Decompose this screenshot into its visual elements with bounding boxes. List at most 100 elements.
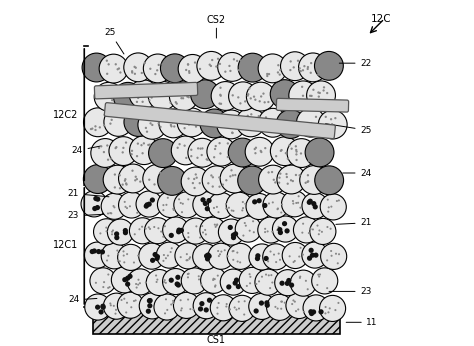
Circle shape bbox=[266, 120, 269, 122]
Circle shape bbox=[178, 54, 207, 83]
Circle shape bbox=[137, 143, 139, 145]
Circle shape bbox=[115, 90, 117, 92]
Circle shape bbox=[115, 63, 117, 65]
Circle shape bbox=[207, 298, 212, 303]
Circle shape bbox=[212, 278, 215, 280]
Circle shape bbox=[209, 64, 211, 66]
Circle shape bbox=[279, 73, 281, 76]
Circle shape bbox=[246, 115, 249, 117]
Circle shape bbox=[242, 207, 244, 209]
Circle shape bbox=[329, 228, 332, 230]
Circle shape bbox=[318, 95, 320, 98]
Circle shape bbox=[295, 145, 297, 147]
Circle shape bbox=[313, 253, 319, 258]
Circle shape bbox=[158, 166, 186, 195]
Circle shape bbox=[117, 260, 119, 262]
Circle shape bbox=[101, 243, 128, 269]
Circle shape bbox=[162, 68, 164, 71]
Circle shape bbox=[228, 65, 230, 67]
Circle shape bbox=[125, 206, 127, 208]
Circle shape bbox=[188, 138, 217, 167]
Circle shape bbox=[117, 68, 119, 71]
Circle shape bbox=[107, 255, 109, 257]
Circle shape bbox=[145, 228, 146, 230]
Circle shape bbox=[239, 102, 242, 104]
Circle shape bbox=[195, 225, 198, 227]
Circle shape bbox=[82, 53, 111, 82]
Circle shape bbox=[176, 282, 181, 288]
Circle shape bbox=[299, 67, 301, 70]
Circle shape bbox=[245, 137, 274, 166]
Circle shape bbox=[136, 101, 138, 103]
Circle shape bbox=[202, 166, 231, 195]
Circle shape bbox=[335, 253, 337, 255]
Circle shape bbox=[185, 259, 188, 261]
Circle shape bbox=[218, 255, 220, 257]
Circle shape bbox=[163, 217, 189, 243]
Circle shape bbox=[119, 187, 121, 189]
Circle shape bbox=[266, 73, 268, 75]
Circle shape bbox=[285, 281, 290, 286]
Circle shape bbox=[151, 124, 154, 126]
Circle shape bbox=[277, 208, 279, 210]
Circle shape bbox=[159, 126, 162, 128]
Circle shape bbox=[270, 80, 299, 109]
Circle shape bbox=[244, 300, 246, 302]
Circle shape bbox=[127, 269, 153, 295]
Circle shape bbox=[278, 176, 281, 179]
Circle shape bbox=[233, 231, 238, 236]
Circle shape bbox=[213, 207, 215, 209]
Circle shape bbox=[106, 103, 109, 106]
Circle shape bbox=[107, 273, 109, 275]
Circle shape bbox=[287, 139, 316, 167]
Circle shape bbox=[130, 153, 133, 155]
Circle shape bbox=[155, 90, 157, 92]
Circle shape bbox=[307, 174, 309, 176]
Circle shape bbox=[116, 249, 118, 252]
Circle shape bbox=[264, 228, 266, 230]
Circle shape bbox=[222, 120, 224, 122]
Circle shape bbox=[238, 166, 266, 195]
Circle shape bbox=[191, 182, 194, 184]
Circle shape bbox=[277, 71, 279, 74]
Circle shape bbox=[305, 280, 307, 282]
Circle shape bbox=[274, 306, 276, 308]
Circle shape bbox=[110, 97, 112, 99]
Circle shape bbox=[199, 301, 204, 306]
Circle shape bbox=[266, 230, 269, 233]
Circle shape bbox=[326, 126, 328, 128]
Circle shape bbox=[201, 225, 203, 227]
Circle shape bbox=[275, 270, 301, 296]
Circle shape bbox=[180, 202, 182, 204]
Circle shape bbox=[245, 203, 246, 205]
Circle shape bbox=[103, 293, 129, 319]
Circle shape bbox=[217, 313, 219, 315]
Circle shape bbox=[245, 225, 247, 227]
Circle shape bbox=[232, 174, 234, 176]
Circle shape bbox=[145, 202, 150, 208]
Circle shape bbox=[246, 193, 272, 219]
Circle shape bbox=[328, 311, 329, 313]
Circle shape bbox=[197, 52, 226, 80]
Circle shape bbox=[325, 116, 327, 118]
Circle shape bbox=[258, 100, 261, 102]
Circle shape bbox=[205, 256, 210, 262]
Circle shape bbox=[204, 307, 209, 312]
Circle shape bbox=[225, 207, 227, 209]
Circle shape bbox=[134, 66, 136, 68]
Circle shape bbox=[207, 254, 212, 259]
Circle shape bbox=[255, 147, 257, 149]
Circle shape bbox=[289, 255, 291, 257]
Circle shape bbox=[315, 116, 317, 118]
Circle shape bbox=[162, 63, 164, 65]
Circle shape bbox=[253, 95, 255, 98]
Circle shape bbox=[271, 231, 273, 233]
Circle shape bbox=[263, 192, 289, 218]
Circle shape bbox=[212, 176, 214, 179]
Circle shape bbox=[271, 124, 273, 126]
Circle shape bbox=[154, 183, 155, 185]
Circle shape bbox=[313, 127, 315, 130]
Circle shape bbox=[273, 216, 299, 242]
Circle shape bbox=[284, 228, 290, 234]
Text: CS1: CS1 bbox=[207, 335, 226, 345]
